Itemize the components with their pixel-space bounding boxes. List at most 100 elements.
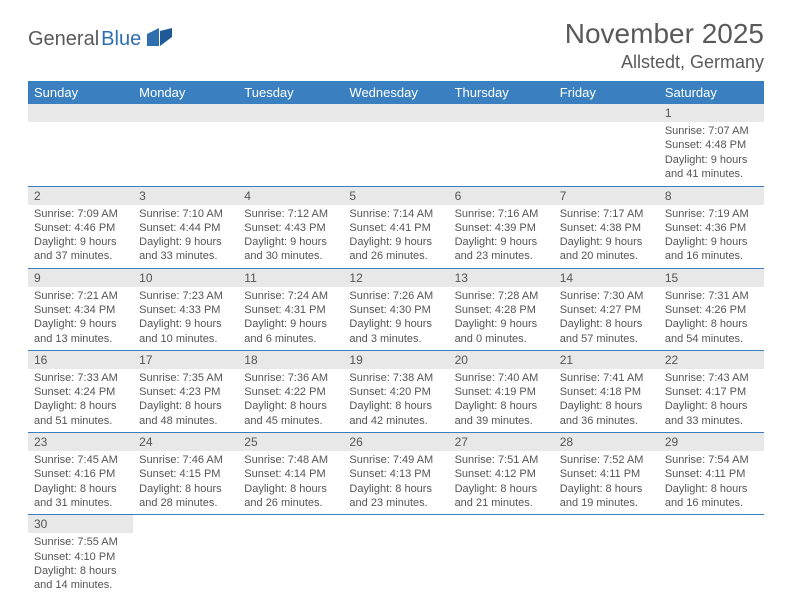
day-details: Sunrise: 7:36 AMSunset: 4:22 PMDaylight:… (238, 369, 343, 432)
day-ss: Sunset: 4:10 PM (34, 550, 127, 564)
day-sr: Sunrise: 7:54 AM (665, 453, 758, 467)
day-d2: and 30 minutes. (244, 249, 337, 263)
day-ss: Sunset: 4:23 PM (139, 385, 232, 399)
day-d2: and 20 minutes. (560, 249, 653, 263)
day-d2: and 26 minutes. (349, 249, 442, 263)
day-details: Sunrise: 7:52 AMSunset: 4:11 PMDaylight:… (554, 451, 659, 514)
day-d1: Daylight: 8 hours (244, 399, 337, 413)
day-number: 14 (554, 269, 659, 287)
day-details: Sunrise: 7:30 AMSunset: 4:27 PMDaylight:… (554, 287, 659, 350)
calendar-day-cell: 20Sunrise: 7:40 AMSunset: 4:19 PMDayligh… (449, 350, 554, 432)
calendar-empty-cell (238, 104, 343, 186)
calendar-day-cell: 21Sunrise: 7:41 AMSunset: 4:18 PMDayligh… (554, 350, 659, 432)
day-details: Sunrise: 7:33 AMSunset: 4:24 PMDaylight:… (28, 369, 133, 432)
day-sr: Sunrise: 7:49 AM (349, 453, 442, 467)
day-sr: Sunrise: 7:52 AM (560, 453, 653, 467)
calendar-empty-cell (28, 104, 133, 186)
day-ss: Sunset: 4:33 PM (139, 303, 232, 317)
day-details: Sunrise: 7:19 AMSunset: 4:36 PMDaylight:… (659, 205, 764, 268)
calendar-empty-cell (133, 104, 238, 186)
calendar-day-cell: 4Sunrise: 7:12 AMSunset: 4:43 PMDaylight… (238, 186, 343, 268)
blank-daynum (554, 104, 659, 122)
day-ss: Sunset: 4:24 PM (34, 385, 127, 399)
day-details: Sunrise: 7:26 AMSunset: 4:30 PMDaylight:… (343, 287, 448, 350)
calendar-empty-cell (659, 515, 764, 597)
day-ss: Sunset: 4:18 PM (560, 385, 653, 399)
day-d2: and 48 minutes. (139, 414, 232, 428)
day-sr: Sunrise: 7:09 AM (34, 207, 127, 221)
calendar-day-cell: 16Sunrise: 7:33 AMSunset: 4:24 PMDayligh… (28, 350, 133, 432)
day-sr: Sunrise: 7:19 AM (665, 207, 758, 221)
calendar-day-cell: 30Sunrise: 7:55 AMSunset: 4:10 PMDayligh… (28, 515, 133, 597)
day-d1: Daylight: 8 hours (34, 482, 127, 496)
day-number: 5 (343, 187, 448, 205)
day-d2: and 23 minutes. (455, 249, 548, 263)
day-details: Sunrise: 7:40 AMSunset: 4:19 PMDaylight:… (449, 369, 554, 432)
day-number: 12 (343, 269, 448, 287)
calendar-day-cell: 8Sunrise: 7:19 AMSunset: 4:36 PMDaylight… (659, 186, 764, 268)
day-d2: and 16 minutes. (665, 496, 758, 510)
calendar-empty-cell (449, 104, 554, 186)
day-details: Sunrise: 7:51 AMSunset: 4:12 PMDaylight:… (449, 451, 554, 514)
day-d1: Daylight: 8 hours (560, 482, 653, 496)
day-number: 27 (449, 433, 554, 451)
day-ss: Sunset: 4:15 PM (139, 467, 232, 481)
day-number: 30 (28, 515, 133, 533)
logo-text-blue: Blue (101, 28, 141, 51)
day-ss: Sunset: 4:12 PM (455, 467, 548, 481)
day-details: Sunrise: 7:31 AMSunset: 4:26 PMDaylight:… (659, 287, 764, 350)
day-number: 13 (449, 269, 554, 287)
day-number: 20 (449, 351, 554, 369)
calendar-day-cell: 17Sunrise: 7:35 AMSunset: 4:23 PMDayligh… (133, 350, 238, 432)
day-ss: Sunset: 4:36 PM (665, 221, 758, 235)
logo-text-general: General (28, 28, 99, 51)
weekday-header-row: Sunday Monday Tuesday Wednesday Thursday… (28, 81, 764, 104)
day-d1: Daylight: 8 hours (349, 399, 442, 413)
calendar-day-cell: 11Sunrise: 7:24 AMSunset: 4:31 PMDayligh… (238, 268, 343, 350)
day-sr: Sunrise: 7:36 AM (244, 371, 337, 385)
calendar-week-row: 16Sunrise: 7:33 AMSunset: 4:24 PMDayligh… (28, 350, 764, 432)
day-d1: Daylight: 9 hours (139, 317, 232, 331)
day-sr: Sunrise: 7:46 AM (139, 453, 232, 467)
calendar-empty-cell (238, 515, 343, 597)
day-ss: Sunset: 4:31 PM (244, 303, 337, 317)
day-sr: Sunrise: 7:30 AM (560, 289, 653, 303)
calendar-empty-cell (449, 515, 554, 597)
logo-flag-icon (147, 28, 173, 51)
weekday-header: Saturday (659, 81, 764, 104)
day-details: Sunrise: 7:38 AMSunset: 4:20 PMDaylight:… (343, 369, 448, 432)
calendar-day-cell: 7Sunrise: 7:17 AMSunset: 4:38 PMDaylight… (554, 186, 659, 268)
header: GeneralBlue November 2025 Allstedt, Germ… (28, 18, 764, 73)
day-number: 8 (659, 187, 764, 205)
day-ss: Sunset: 4:39 PM (455, 221, 548, 235)
day-number: 23 (28, 433, 133, 451)
day-d2: and 42 minutes. (349, 414, 442, 428)
blank-daynum (133, 104, 238, 122)
day-d1: Daylight: 9 hours (349, 235, 442, 249)
day-sr: Sunrise: 7:33 AM (34, 371, 127, 385)
calendar-day-cell: 13Sunrise: 7:28 AMSunset: 4:28 PMDayligh… (449, 268, 554, 350)
calendar-day-cell: 12Sunrise: 7:26 AMSunset: 4:30 PMDayligh… (343, 268, 448, 350)
weekday-header: Sunday (28, 81, 133, 104)
day-details: Sunrise: 7:48 AMSunset: 4:14 PMDaylight:… (238, 451, 343, 514)
day-ss: Sunset: 4:44 PM (139, 221, 232, 235)
day-d1: Daylight: 9 hours (139, 235, 232, 249)
day-d1: Daylight: 8 hours (665, 399, 758, 413)
day-sr: Sunrise: 7:41 AM (560, 371, 653, 385)
day-details: Sunrise: 7:55 AMSunset: 4:10 PMDaylight:… (28, 533, 133, 596)
day-details: Sunrise: 7:16 AMSunset: 4:39 PMDaylight:… (449, 205, 554, 268)
day-d1: Daylight: 8 hours (34, 564, 127, 578)
day-d2: and 57 minutes. (560, 332, 653, 346)
day-number: 25 (238, 433, 343, 451)
calendar-day-cell: 10Sunrise: 7:23 AMSunset: 4:33 PMDayligh… (133, 268, 238, 350)
day-ss: Sunset: 4:28 PM (455, 303, 548, 317)
day-d2: and 19 minutes. (560, 496, 653, 510)
calendar-empty-cell (554, 104, 659, 186)
day-number: 22 (659, 351, 764, 369)
day-sr: Sunrise: 7:07 AM (665, 124, 758, 138)
day-details: Sunrise: 7:17 AMSunset: 4:38 PMDaylight:… (554, 205, 659, 268)
day-number: 26 (343, 433, 448, 451)
day-d1: Daylight: 8 hours (665, 317, 758, 331)
day-details: Sunrise: 7:07 AMSunset: 4:48 PMDaylight:… (659, 122, 764, 185)
day-ss: Sunset: 4:16 PM (34, 467, 127, 481)
